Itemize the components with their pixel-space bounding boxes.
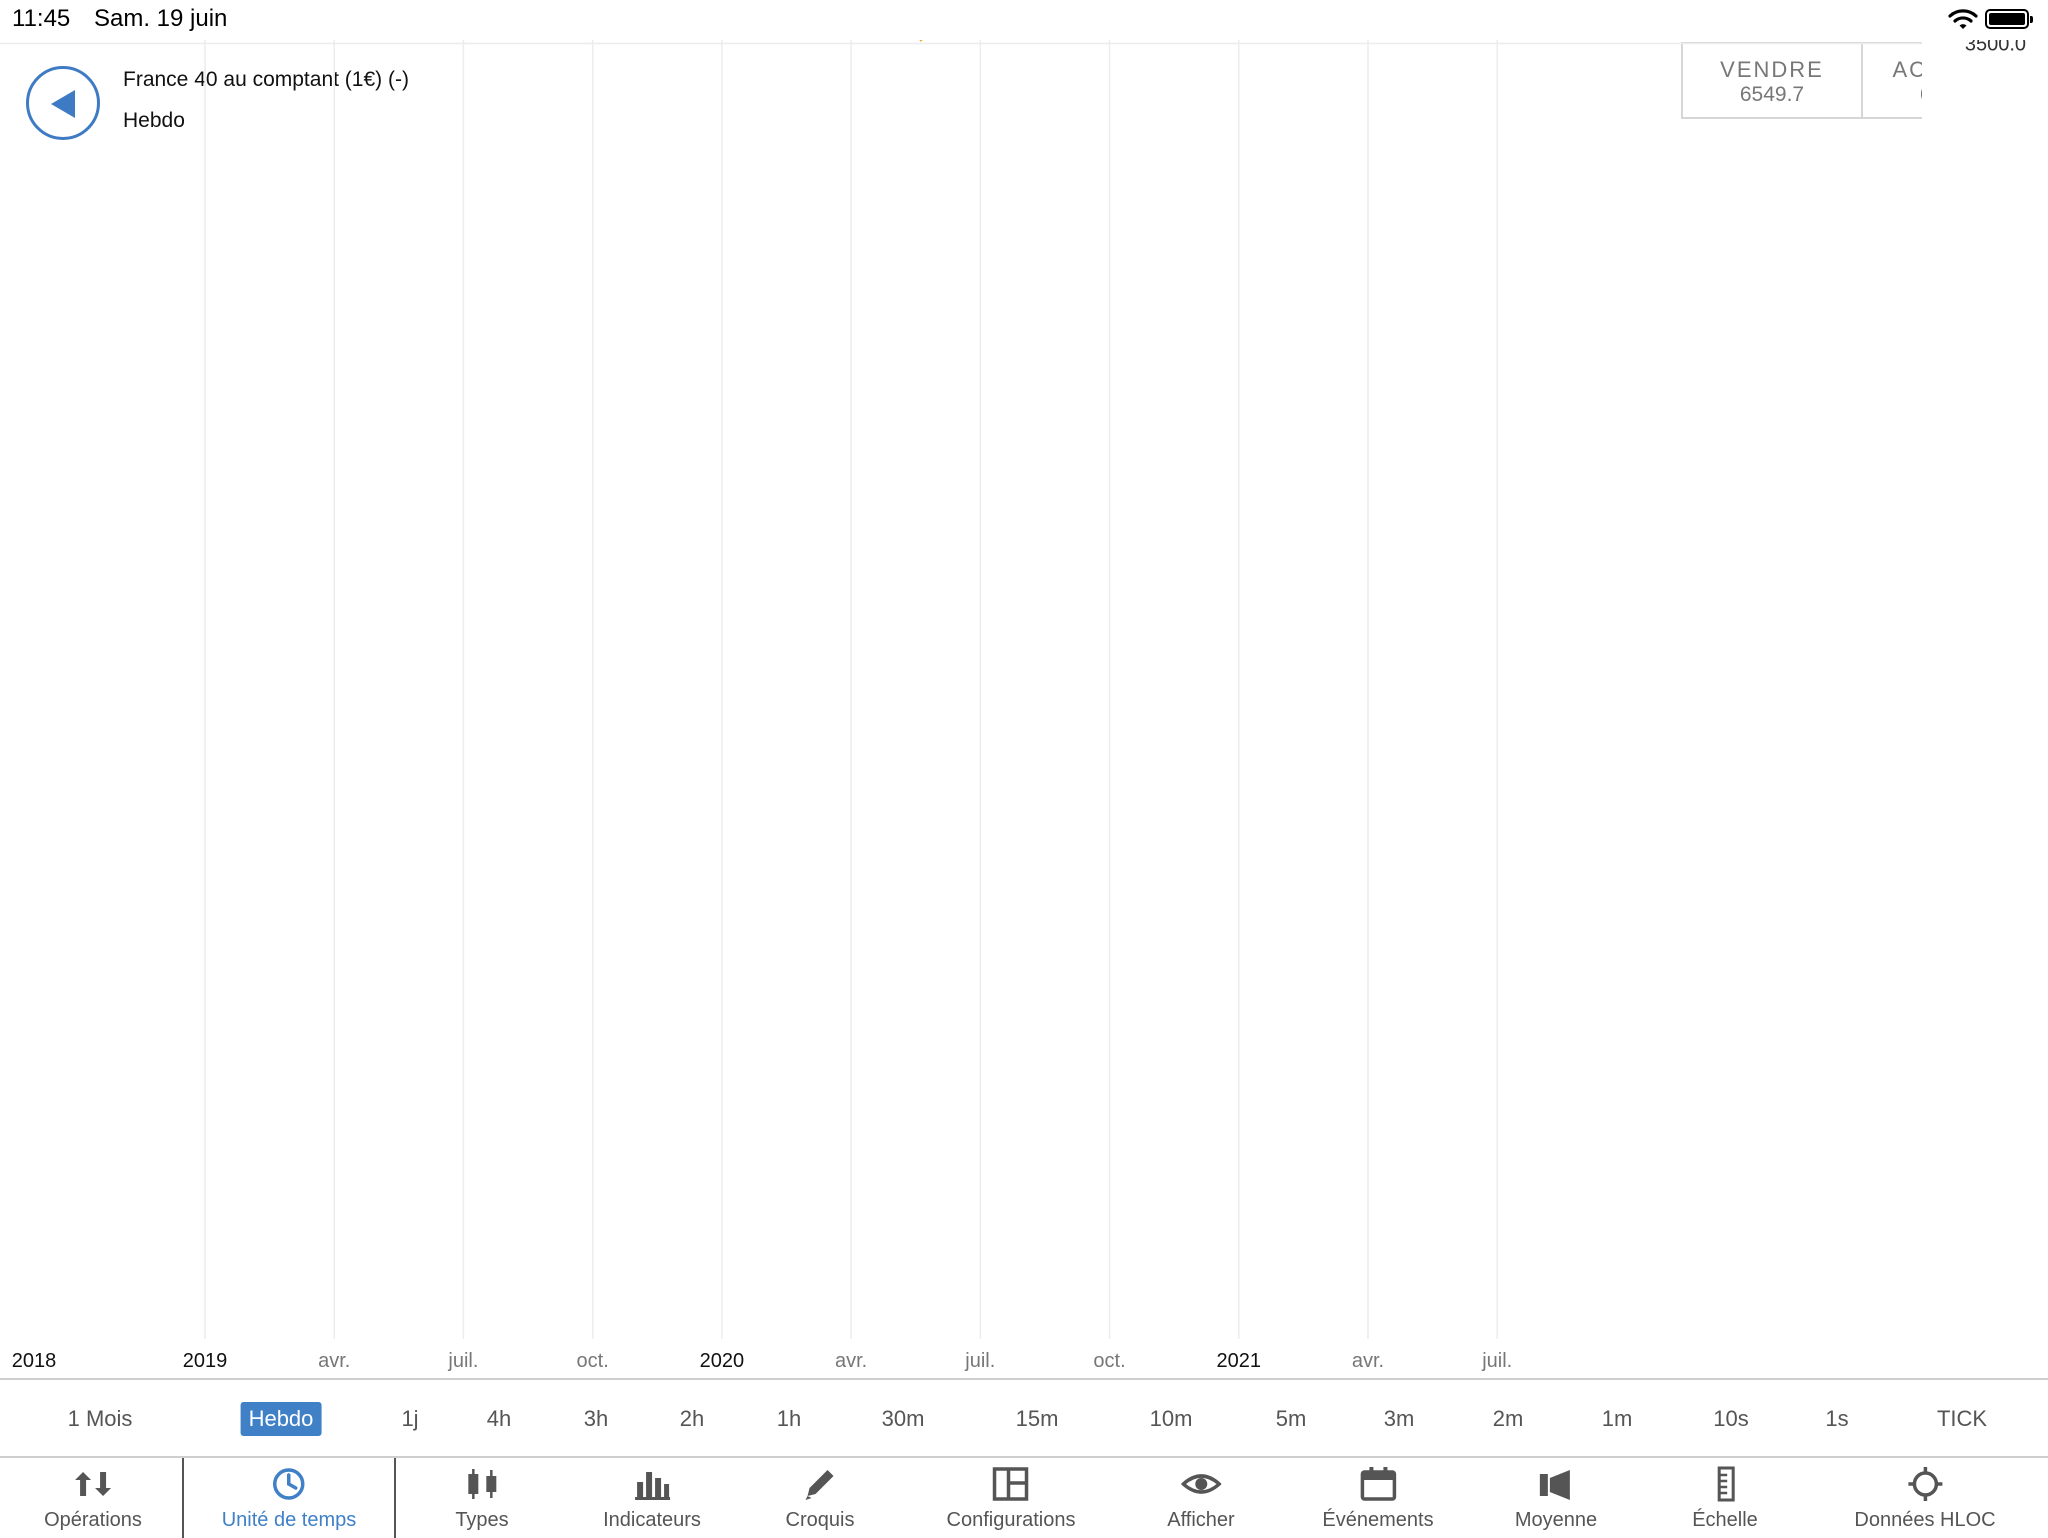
timeframe-10s[interactable]: 10s [1713, 1406, 1748, 1432]
pencil-icon [800, 1466, 840, 1502]
timeframe-4h[interactable]: 4h [487, 1406, 511, 1432]
price-chart[interactable]: 7000.06000.05500.05000.04500.04000.03500… [0, 40, 2048, 1378]
clock-icon [269, 1466, 309, 1502]
timeframe-1j[interactable]: 1j [401, 1406, 418, 1432]
tool-candle-types-button[interactable]: Types [455, 1458, 508, 1538]
status-date: Sam. 19 juin [94, 5, 227, 33]
x-tick-label: oct. [1093, 1350, 1125, 1372]
x-tick-label: 2020 [700, 1350, 745, 1372]
tool-label: Unité de temps [222, 1509, 357, 1532]
timeframe-1h[interactable]: 1h [777, 1406, 801, 1432]
x-tick-label: 2021 [1217, 1350, 1262, 1372]
timeframe-2m[interactable]: 2m [1493, 1406, 1524, 1432]
x-tick-label: juil. [447, 1350, 478, 1372]
candle-types-icon [462, 1466, 502, 1502]
timeframe-1s[interactable]: 1s [1825, 1406, 1848, 1432]
timeframe-15m[interactable]: 15m [1016, 1406, 1059, 1432]
tool-label: Configurations [947, 1509, 1076, 1532]
tool-operations-button[interactable]: Opérations [44, 1458, 142, 1538]
x-axis-background [0, 1339, 1922, 1378]
timeframe-tick[interactable]: TICK [1937, 1406, 1987, 1432]
x-tick-label: avr. [835, 1350, 867, 1372]
timeframe-1-mois[interactable]: 1 Mois [68, 1406, 133, 1432]
tool-scale-button[interactable]: Échelle [1692, 1458, 1758, 1538]
tool-layout-button[interactable]: Configurations [947, 1458, 1076, 1538]
x-tick-label: oct. [577, 1350, 609, 1372]
megaphone-icon [1536, 1466, 1576, 1502]
layout-icon [991, 1466, 1031, 1502]
y-axis-background [1922, 40, 2048, 1378]
tool-clock-button[interactable]: Unité de temps [222, 1458, 357, 1538]
tool-label: Indicateurs [603, 1509, 701, 1532]
timeframe-3h[interactable]: 3h [584, 1406, 608, 1432]
timeframe-hebdo[interactable]: Hebdo [241, 1402, 322, 1436]
tool-label: Événements [1322, 1509, 1433, 1532]
timeframe-1m[interactable]: 1m [1602, 1406, 1633, 1432]
crosshair-icon [1905, 1466, 1945, 1502]
tool-eye-button[interactable]: Afficher [1167, 1458, 1234, 1538]
status-time: 11:45 [12, 5, 70, 33]
x-tick-label: avr. [1352, 1350, 1384, 1372]
timeframe-10m[interactable]: 10m [1150, 1406, 1193, 1432]
timeframe-2h[interactable]: 2h [680, 1406, 704, 1432]
tool-crosshair-button[interactable]: Données HLOC [1854, 1458, 1995, 1538]
tool-label: Croquis [786, 1509, 855, 1532]
tool-megaphone-button[interactable]: Moyenne [1515, 1458, 1597, 1538]
tool-label: Moyenne [1515, 1509, 1597, 1532]
x-tick-label: 2018 [12, 1350, 57, 1372]
calendar-icon [1358, 1466, 1398, 1502]
timeframe-bar: 1 Mois Hebdo 1j 4h 3h 2h 1h 30m 15m 10m 5m 3m 2m 1m 10… [0, 1378, 2048, 1460]
tool-label: Types [455, 1509, 508, 1532]
x-tick-label: juil. [964, 1350, 995, 1372]
wifi-icon [1948, 8, 1978, 35]
tool-label: Afficher [1167, 1509, 1234, 1532]
eye-icon [1181, 1466, 1221, 1502]
tool-label: Opérations [44, 1509, 142, 1532]
scale-icon [1705, 1466, 1745, 1502]
x-tick-label: juil. [1481, 1350, 1512, 1372]
timeframe-3m[interactable]: 3m [1384, 1406, 1415, 1432]
y-tick-label: 3500.0 [1965, 40, 2026, 56]
operations-icon [73, 1466, 113, 1502]
battery-icon [1985, 9, 2029, 29]
x-tick-label: avr. [318, 1350, 350, 1372]
status-bar: 11:45 Sam. 19 juin [0, 0, 2048, 40]
timeframe-5m[interactable]: 5m [1276, 1406, 1307, 1432]
tool-calendar-button[interactable]: Événements [1322, 1458, 1433, 1538]
tool-label: Échelle [1692, 1509, 1758, 1532]
tool-label: Données HLOC [1854, 1509, 1995, 1532]
tool-pencil-button[interactable]: Croquis [786, 1458, 855, 1538]
timeframe-30m[interactable]: 30m [882, 1406, 925, 1432]
bar-chart-icon [632, 1466, 672, 1502]
bottom-toolbar: Opérations Unité de temps Types Indicateurs… [0, 1456, 2048, 1538]
x-tick-label: 2019 [183, 1350, 228, 1372]
tool-bar-chart-button[interactable]: Indicateurs [603, 1458, 701, 1538]
